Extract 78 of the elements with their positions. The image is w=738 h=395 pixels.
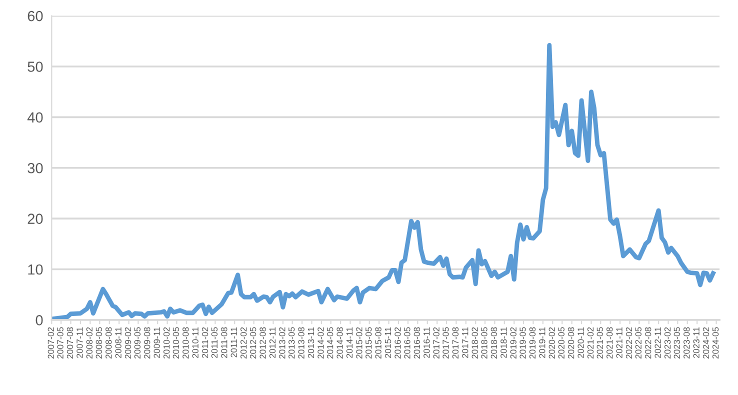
x-tick-label: 2013-08	[298, 327, 304, 359]
x-tick-label: 2021-02	[587, 327, 594, 359]
x-tick-label: 2013-05	[288, 327, 295, 359]
x-tick-label: 2014-08	[336, 327, 343, 359]
x-tick-label: 2013-02	[279, 327, 286, 359]
x-tick-label: 2018-05	[481, 327, 488, 359]
x-tick-label: 2010-08	[182, 327, 189, 359]
y-tick-label: 0	[36, 315, 43, 326]
x-tick-label: 2023-08	[684, 327, 690, 359]
x-tick-label: 2012-02	[240, 327, 247, 359]
y-tick-label: 50	[28, 62, 43, 72]
x-tick-label: 2022-11	[654, 327, 661, 358]
x-tick-label: 2010-05	[172, 327, 180, 359]
x-tick-label: 2007-11	[76, 327, 83, 358]
x-tick-label: 2017-11	[462, 327, 468, 358]
x-tick-label: 2009-02	[124, 327, 132, 359]
y-tick-label: 40	[27, 112, 43, 123]
x-tick-label: 2007-05	[57, 327, 64, 359]
x-tick-label: 2020-08	[568, 327, 574, 359]
x-tick-label: 2017-02	[433, 327, 440, 359]
x-tick-label: 2020-05	[558, 327, 564, 359]
x-tick-label: 2008-05	[96, 327, 102, 359]
x-tick-label: 2023-02	[664, 327, 671, 359]
x-tick-label: 2018-08	[490, 327, 498, 359]
x-tick-label: 2019-02	[510, 327, 516, 359]
x-tick-label: 2015-11	[384, 327, 392, 358]
x-tick-label: 2021-08	[606, 327, 613, 359]
x-tick-label: 2024-02	[702, 327, 710, 359]
x-tick-label: 2013-11	[308, 327, 314, 358]
x-tick-label: 2010-02	[163, 327, 170, 359]
x-tick-label: 2016-05	[404, 327, 410, 359]
x-tick-label: 2023-05	[674, 327, 680, 359]
y-tick-label: 20	[28, 214, 43, 224]
line-series	[52, 42, 716, 320]
x-tick-label: 2011-08	[221, 327, 228, 358]
y-tick-label: 60	[28, 10, 43, 22]
x-tick-label: 2020-11	[578, 327, 584, 358]
x-tick-label: 2007-08	[66, 327, 74, 359]
x-tick-label: 2008-08	[106, 327, 112, 359]
x-tick-label: 2023-11	[693, 327, 700, 358]
x-tick-label: 2008-11	[115, 327, 122, 358]
x-tick-label: 2011-05	[211, 327, 218, 358]
x-tick-label: 2009-05	[134, 327, 141, 359]
x-tick-label: 2019-11	[539, 327, 546, 358]
x-tick-label: 2015-05	[366, 327, 372, 359]
x-tick-label: 2014-11	[346, 327, 353, 358]
x-tick-label: 2021-11	[616, 327, 622, 358]
x-tick-label: 2018-11	[500, 327, 507, 358]
x-tick-label: 2019-08	[529, 327, 536, 359]
x-tick-label: 2020-02	[548, 327, 555, 359]
x-tick-label: 2012-08	[260, 327, 266, 359]
x-tick-label: 2017-05	[442, 327, 449, 359]
x-tick-label: 2022-08	[645, 327, 652, 359]
x-tick-label: 2015-08	[375, 327, 382, 359]
x-tick-label: 2016-02	[394, 327, 401, 359]
x-tick-label: 2021-05	[596, 327, 603, 359]
y-tick-label: 30	[28, 162, 43, 174]
x-tick-label: 2012-05	[250, 327, 256, 359]
x-tick-label: 2011-02	[202, 327, 208, 358]
x-tick-label: 2009-11	[154, 327, 160, 358]
x-tick-label: 2007-02	[48, 327, 54, 359]
x-tick-label: 2022-02	[626, 327, 632, 359]
x-tick-label: 2016-08	[414, 327, 420, 359]
x-tick-label: 2016-11	[424, 327, 430, 358]
x-tick-label: 2019-05	[520, 327, 526, 359]
x-tick-label: 2009-08	[144, 327, 150, 359]
x-tick-label: 2014-05	[326, 327, 334, 359]
x-tick-label: 2017-08	[452, 327, 459, 359]
x-tick-label: 2012-11	[269, 327, 276, 358]
x-tick-label: 2010-11	[192, 327, 198, 358]
x-tick-label: 2011-11	[230, 327, 237, 358]
x-tick-label: 2018-02	[472, 327, 478, 359]
x-tick-label: 2022-05	[635, 327, 642, 359]
x-tick-label: 2014-02	[318, 327, 324, 359]
x-tick-label: 2008-02	[86, 327, 93, 359]
x-tick-label: 2015-02	[356, 327, 362, 359]
x-tick-label: 2024-05	[712, 327, 719, 359]
y-tick-label: 10	[28, 264, 43, 275]
